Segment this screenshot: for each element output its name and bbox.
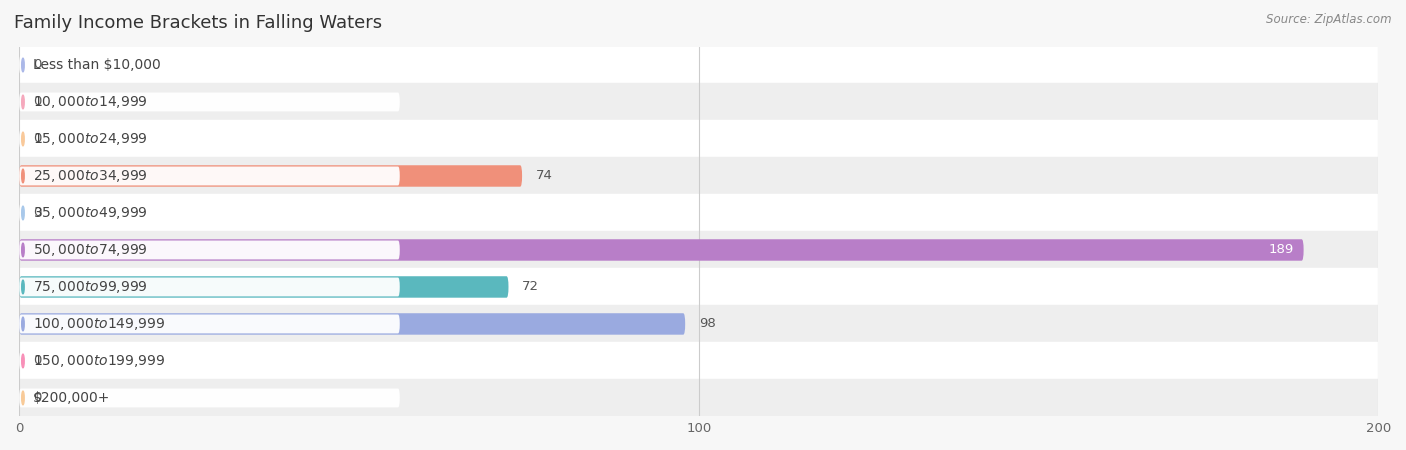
Bar (20, 158, 1378, 194)
Circle shape (21, 95, 24, 109)
FancyBboxPatch shape (20, 55, 399, 74)
Text: 0: 0 (32, 392, 41, 405)
FancyBboxPatch shape (20, 313, 685, 335)
Circle shape (21, 58, 24, 72)
Circle shape (21, 243, 24, 257)
Circle shape (21, 280, 24, 294)
Text: 74: 74 (536, 170, 553, 183)
Circle shape (21, 391, 24, 405)
Text: $10,000 to $14,999: $10,000 to $14,999 (32, 94, 148, 110)
Text: $35,000 to $49,999: $35,000 to $49,999 (32, 205, 148, 221)
Text: $50,000 to $74,999: $50,000 to $74,999 (32, 242, 148, 258)
Text: $75,000 to $99,999: $75,000 to $99,999 (32, 279, 148, 295)
Circle shape (21, 354, 24, 368)
Text: $150,000 to $199,999: $150,000 to $199,999 (32, 353, 166, 369)
Bar (20, 269, 1378, 306)
Text: $200,000+: $200,000+ (32, 391, 110, 405)
Bar (20, 231, 1378, 269)
Text: $15,000 to $24,999: $15,000 to $24,999 (32, 131, 148, 147)
Text: 0: 0 (32, 207, 41, 220)
FancyBboxPatch shape (20, 276, 509, 298)
FancyBboxPatch shape (20, 315, 399, 333)
Text: 98: 98 (699, 317, 716, 330)
Text: 0: 0 (32, 58, 41, 72)
Text: Source: ZipAtlas.com: Source: ZipAtlas.com (1267, 14, 1392, 27)
FancyBboxPatch shape (20, 351, 399, 370)
Bar (20, 46, 1378, 84)
Bar (20, 306, 1378, 342)
FancyBboxPatch shape (20, 165, 522, 187)
FancyBboxPatch shape (20, 203, 399, 222)
Bar (20, 379, 1378, 416)
Text: $25,000 to $34,999: $25,000 to $34,999 (32, 168, 148, 184)
Bar (20, 342, 1378, 379)
FancyBboxPatch shape (20, 239, 1303, 261)
FancyBboxPatch shape (20, 130, 399, 148)
FancyBboxPatch shape (20, 166, 399, 185)
Circle shape (21, 132, 24, 146)
Text: 72: 72 (522, 280, 538, 293)
Circle shape (21, 206, 24, 220)
FancyBboxPatch shape (20, 93, 399, 112)
Circle shape (21, 169, 24, 183)
Bar (20, 84, 1378, 121)
Text: 0: 0 (32, 132, 41, 145)
Text: 0: 0 (32, 355, 41, 368)
FancyBboxPatch shape (20, 241, 399, 259)
FancyBboxPatch shape (20, 278, 399, 297)
Bar (20, 121, 1378, 158)
Text: $100,000 to $149,999: $100,000 to $149,999 (32, 316, 166, 332)
Text: Family Income Brackets in Falling Waters: Family Income Brackets in Falling Waters (14, 14, 382, 32)
Text: 189: 189 (1268, 243, 1294, 256)
Text: Less than $10,000: Less than $10,000 (32, 58, 160, 72)
FancyBboxPatch shape (20, 388, 399, 407)
Circle shape (21, 317, 24, 331)
Text: 0: 0 (32, 95, 41, 108)
Bar (20, 194, 1378, 231)
